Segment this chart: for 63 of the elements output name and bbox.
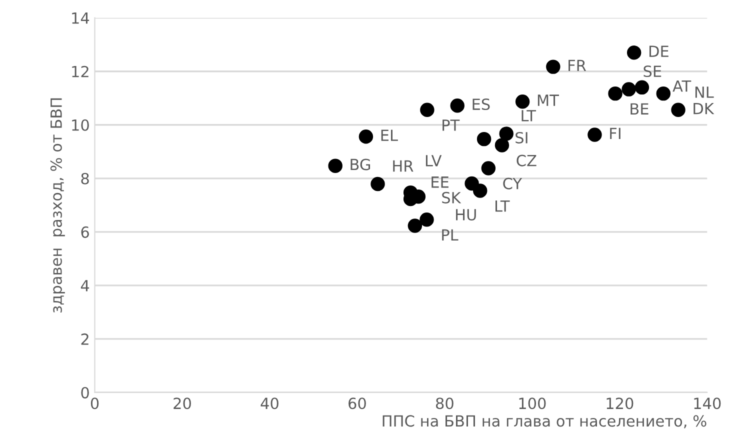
- point: [515, 94, 530, 109]
- annotation: MT: [538, 94, 559, 106]
- y-tick-label: 12: [72, 66, 88, 78]
- annotation: HU: [456, 209, 476, 220]
- annotation: AT: [672, 80, 692, 92]
- annotation: EL: [381, 130, 398, 141]
- annotation: DK: [694, 102, 714, 114]
- y-tick-label: 4: [80, 280, 90, 292]
- point: [494, 138, 510, 152]
- x-tick-label: 140: [694, 398, 721, 410]
- point: [546, 60, 560, 74]
- point: [588, 128, 602, 142]
- point: [408, 218, 422, 233]
- x-tick-label: 100: [519, 398, 546, 410]
- x-tick-label: 60: [348, 398, 366, 410]
- point: [476, 132, 492, 146]
- y-tick-label: 6: [81, 226, 89, 238]
- point: [634, 80, 650, 95]
- point: [450, 98, 464, 113]
- annotation: SI: [516, 132, 528, 144]
- annotation: ES: [472, 98, 490, 110]
- point: [499, 126, 514, 141]
- point: [420, 102, 434, 118]
- point: [671, 102, 686, 118]
- point: [656, 86, 671, 101]
- y-tick-label: 10: [72, 119, 89, 131]
- point: [626, 46, 642, 60]
- annotation: FI: [610, 128, 620, 139]
- point: [358, 130, 374, 144]
- x-tick-label: 0: [90, 398, 99, 410]
- x-tick-label: 80: [436, 398, 454, 410]
- x-tick-label: 120: [606, 398, 634, 410]
- annotation: BG: [350, 158, 370, 170]
- y-axis-title: здравен разход, % от БВП: [50, 98, 65, 312]
- annotation: CZ: [516, 154, 536, 166]
- annotation: PL: [442, 229, 458, 240]
- x-axis-title: ППС на БВП на глава от населението, %: [382, 415, 706, 428]
- annotation: HR: [393, 160, 414, 172]
- annotation: FR: [568, 60, 586, 72]
- y-tick-label: 2: [81, 333, 88, 345]
- annotation: CY: [503, 178, 522, 190]
- annotation: SE: [644, 66, 662, 78]
- point: [473, 184, 488, 198]
- x-tick-label: 20: [174, 398, 191, 410]
- annotation: NL: [695, 86, 714, 98]
- annotation: DE: [649, 46, 668, 57]
- point: [420, 212, 434, 227]
- point: [608, 86, 622, 101]
- annotation: BE: [630, 103, 648, 114]
- point: [370, 176, 385, 192]
- y-tick-label: 0: [81, 386, 89, 398]
- annotation: LV: [426, 155, 442, 166]
- annotation: LT: [522, 110, 536, 122]
- y-tick-label: 8: [81, 172, 89, 184]
- annotation: PT: [442, 120, 460, 131]
- annotation: EE: [432, 176, 448, 188]
- x-tick-label: 40: [260, 398, 278, 410]
- annotation: SK: [442, 192, 462, 204]
- point: [481, 161, 496, 176]
- point: [622, 82, 636, 96]
- point: [328, 158, 342, 173]
- annotation: LT: [496, 200, 510, 212]
- y-tick-label: 14: [72, 12, 90, 24]
